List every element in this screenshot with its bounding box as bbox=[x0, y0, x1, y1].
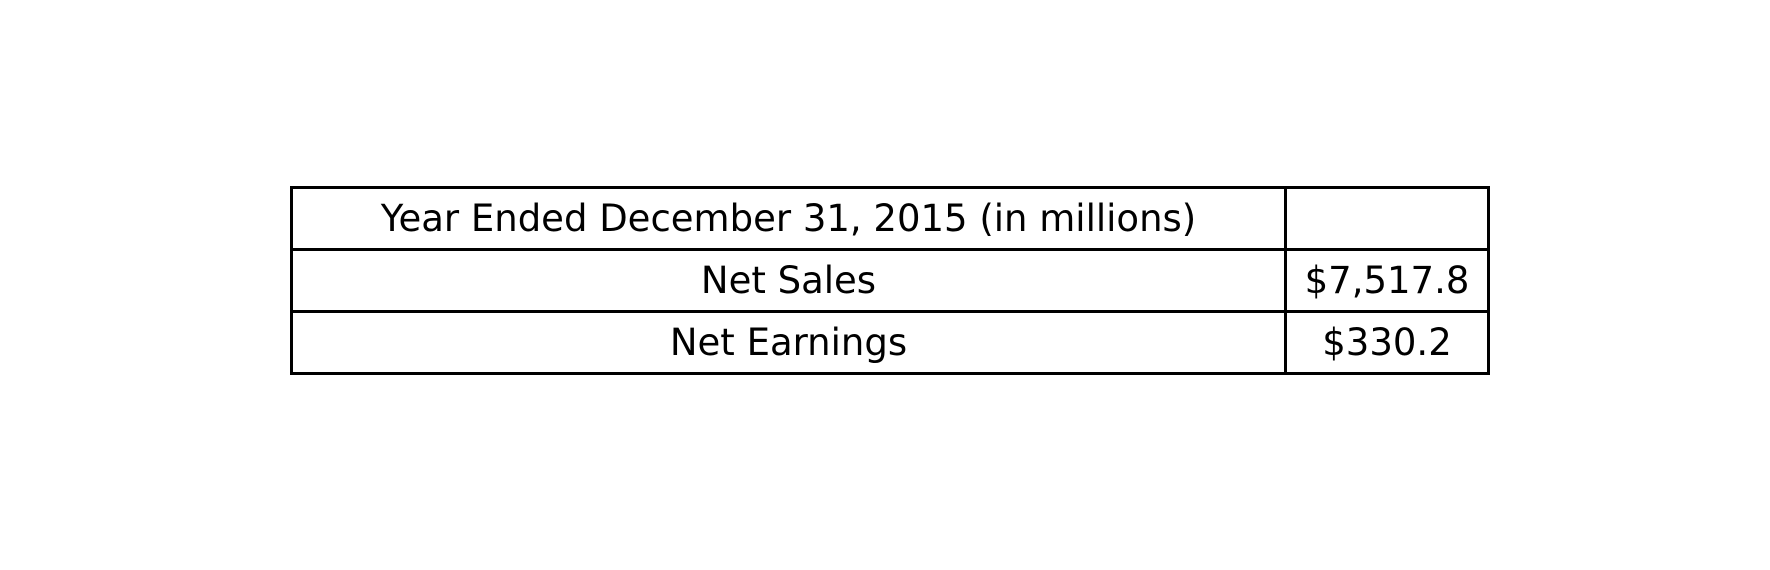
net-earnings-label-cell: Net Earnings bbox=[292, 312, 1286, 374]
period-value-cell bbox=[1286, 188, 1489, 250]
period-label-cell: Year Ended December 31, 2015 (in million… bbox=[292, 188, 1286, 250]
net-sales-value-cell: $7,517.8 bbox=[1286, 250, 1489, 312]
financial-summary-table: Year Ended December 31, 2015 (in million… bbox=[290, 186, 1490, 375]
net-earnings-value-cell: $330.2 bbox=[1286, 312, 1489, 374]
net-sales-label-cell: Net Sales bbox=[292, 250, 1286, 312]
table-row-net-earnings: Net Earnings $330.2 bbox=[292, 312, 1489, 374]
table-row-net-sales: Net Sales $7,517.8 bbox=[292, 250, 1489, 312]
table-row-header: Year Ended December 31, 2015 (in million… bbox=[292, 188, 1489, 250]
